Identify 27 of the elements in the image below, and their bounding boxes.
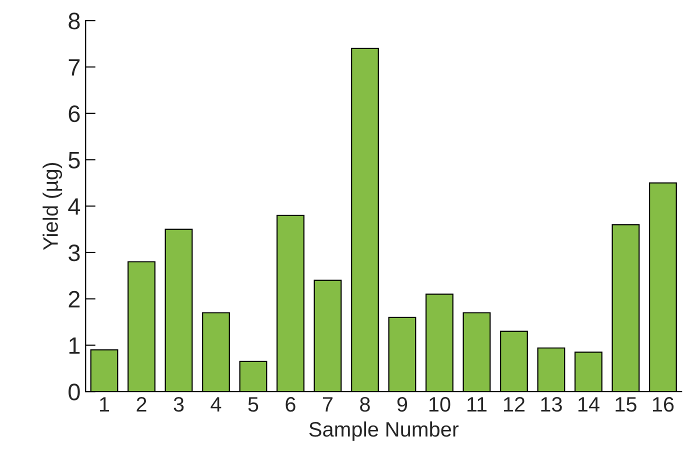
- x-tick-label: 11: [467, 397, 487, 412]
- x-tick-label: 12: [504, 397, 525, 412]
- y-tick-label: 4: [68, 198, 80, 215]
- y-tick-label: 1: [69, 338, 80, 354]
- x-tick-label: 5: [248, 397, 258, 412]
- x-tick-label: 16: [652, 397, 674, 412]
- x-tick-label: 15: [616, 397, 636, 412]
- x-tick-label: 10: [429, 397, 450, 412]
- y-tick-label: 6: [68, 105, 80, 122]
- x-tick-label: 6: [286, 397, 296, 412]
- y-axis-title: Yield (µg): [42, 162, 62, 250]
- x-tick-label: 2: [136, 397, 146, 412]
- x-tick-label: 13: [541, 397, 562, 412]
- x-tick-label: 14: [578, 397, 600, 412]
- x-tick-label: 3: [174, 397, 184, 412]
- x-axis-title: Sample Number: [309, 421, 459, 441]
- y-tick-label: 0: [68, 384, 80, 400]
- y-tick-label: 2: [68, 290, 80, 308]
- x-tick-label: 8: [360, 397, 370, 412]
- y-tick-label: 8: [68, 12, 80, 30]
- x-tick-label: 7: [323, 397, 332, 412]
- y-tick-label: 7: [68, 59, 80, 76]
- y-tick-label: 5: [68, 152, 80, 169]
- x-tick-label: 9: [397, 397, 408, 412]
- y-tick-label: 3: [68, 244, 80, 262]
- x-tick-label: 1: [100, 397, 110, 412]
- x-tick-label: 4: [210, 397, 222, 412]
